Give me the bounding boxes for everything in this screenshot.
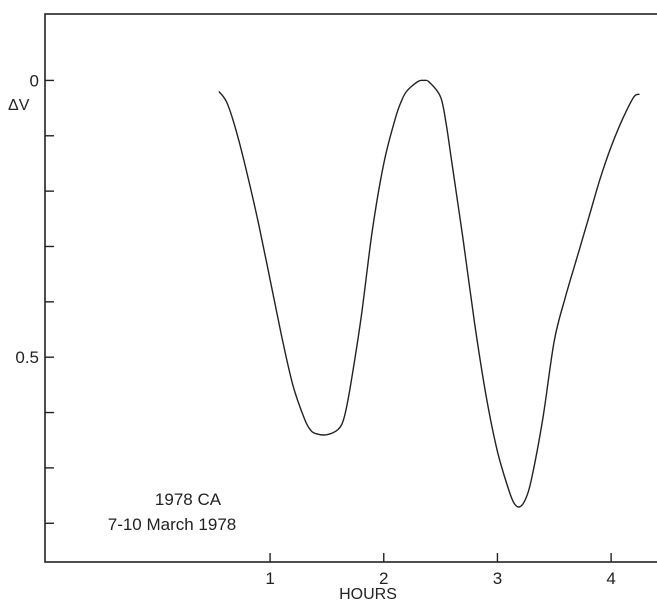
x-tick-label: 3	[493, 569, 502, 588]
x-tick-label: 2	[379, 569, 388, 588]
light-curve-line	[218, 79, 640, 508]
x-axis-label: HOURS	[339, 586, 397, 603]
x-tick-label: 4	[606, 569, 615, 588]
plot-frame	[44, 13, 657, 563]
y-axis-ticks: 00.5	[15, 71, 54, 524]
annotation-object-name: 1978 CA	[155, 490, 222, 509]
y-tick-label: 0.5	[15, 348, 39, 367]
x-axis-ticks: 1 2 3 4	[265, 553, 616, 588]
y-axis-label: ΔV	[8, 97, 30, 114]
annotation-date-range: 7-10 March 1978	[108, 515, 237, 534]
y-tick-label: 0	[30, 71, 39, 90]
x-tick-label: 1	[265, 569, 274, 588]
